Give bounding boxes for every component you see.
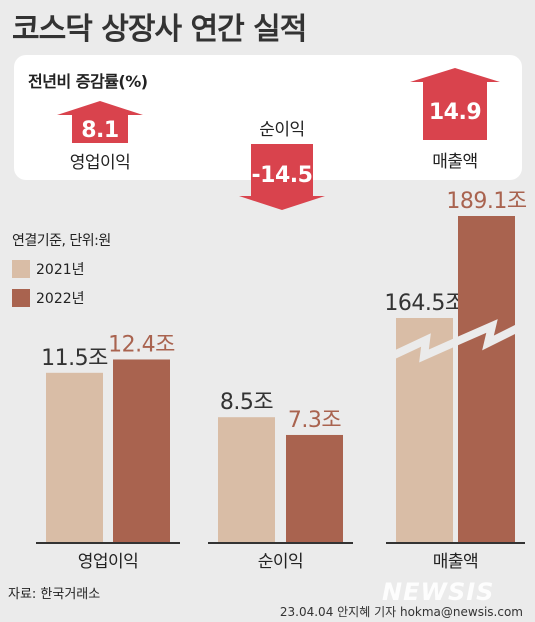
bar-label-0-0: 11.5조 [41,346,108,371]
legend-item-2021: 2021년 [12,259,85,279]
category-label-2: 매출액 [433,552,478,572]
bar-label-1-0: 8.5조 [220,390,273,415]
change-label-0: 영업이익 [70,153,131,173]
category-label-0: 영업이익 [78,552,139,572]
legend-item-2022: 2022년 [12,288,85,308]
bar-label-0-1: 12.4조 [108,332,175,357]
change-value-1: -14.5 [252,163,313,188]
change-arrow-2 [410,68,500,140]
change-arrow-1 [239,144,325,210]
change-value-2: 14.9 [429,100,481,125]
change-label-1: 순이익 [259,120,304,140]
change-panel-title: 전년비 증감률(%) [28,72,148,91]
bar-1-1 [286,434,343,543]
bar-label-2-1: 189.1조 [446,189,526,214]
page-title: 코스닥 상장사 연간 실적 [12,12,307,47]
axis-break-mark [392,319,520,363]
legend-swatch-2021 [12,260,30,278]
legend-label-2021: 2021년 [36,262,85,278]
source-note: 자료: 한국거래소 [8,587,101,602]
change-value-0: 8.1 [81,118,118,143]
legend-label-2022: 2022년 [36,291,85,307]
bar-0-1 [113,359,170,543]
change-label-2: 매출액 [432,152,477,172]
unit-note: 연결기준, 단위:원 [12,233,111,249]
change-arrow-0 [57,101,143,143]
category-label-1: 순이익 [258,552,303,572]
legend-swatch-2022 [12,289,30,307]
credit-line: 23.04.04 안지혜 기자 hokma@newsis.com [279,605,523,619]
bar-1-0 [218,417,275,543]
bar-label-2-0: 164.5조 [384,291,464,316]
newsis-logo: NEWSIS [382,578,495,606]
bar-2-1 [458,216,515,543]
bar-label-1-1: 7.3조 [288,408,341,433]
bar-0-0 [46,372,103,543]
